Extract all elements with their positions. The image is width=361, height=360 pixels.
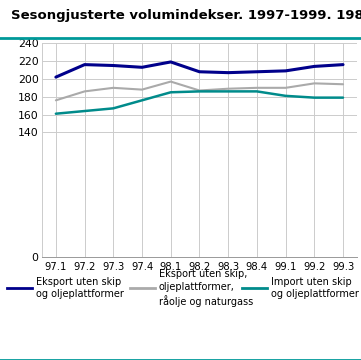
Text: Eksport uten skip,
oljeplattformer,
råolje og naturgass: Eksport uten skip, oljeplattformer, råol…: [159, 269, 253, 307]
Text: Eksport uten skip
og oljeplattformer: Eksport uten skip og oljeplattformer: [36, 277, 124, 299]
Text: Import uten skip
og oljeplattformer: Import uten skip og oljeplattformer: [271, 277, 358, 299]
Text: Sesongjusterte volumindekser. 1997-1999. 1988=100: Sesongjusterte volumindekser. 1997-1999.…: [11, 9, 361, 22]
